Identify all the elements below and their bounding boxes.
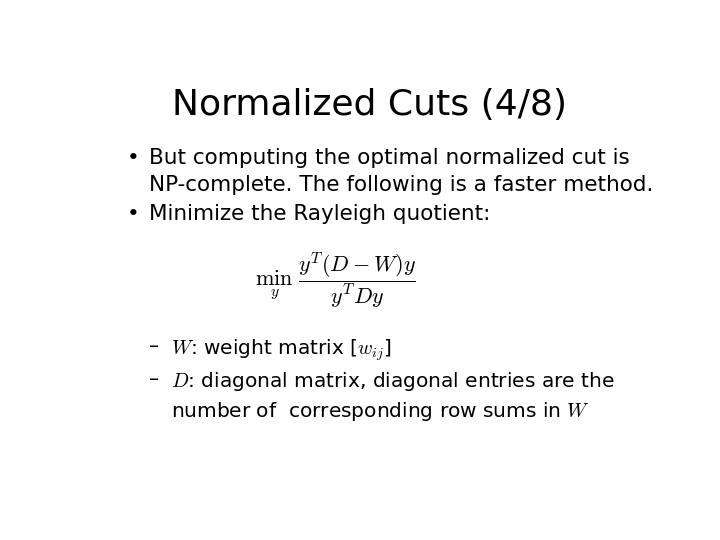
Text: –: – <box>148 337 158 356</box>
Text: number of  corresponding row sums in $\mathit{W}$: number of corresponding row sums in $\ma… <box>171 400 590 422</box>
Text: Normalized Cuts (4/8): Normalized Cuts (4/8) <box>171 87 567 122</box>
Text: •: • <box>126 204 139 224</box>
Text: NP-complete. The following is a faster method.: NP-complete. The following is a faster m… <box>148 175 653 195</box>
Text: But computing the optimal normalized cut is: But computing the optimal normalized cut… <box>148 148 629 168</box>
Text: $\underset{y}{\min}\ \dfrac{y^T(D-W)y}{y^T Dy}$: $\underset{y}{\min}\ \dfrac{y^T(D-W)y}{y… <box>255 250 416 310</box>
Text: –: – <box>148 370 158 389</box>
Text: Minimize the Rayleigh quotient:: Minimize the Rayleigh quotient: <box>148 204 490 224</box>
Text: •: • <box>126 148 139 168</box>
Text: $\mathit{W}$: weight matrix [$w_{ij}$]: $\mathit{W}$: weight matrix [$w_{ij}$] <box>171 337 392 363</box>
Text: $\mathit{D}$: diagonal matrix, diagonal entries are the: $\mathit{D}$: diagonal matrix, diagonal … <box>171 370 614 394</box>
